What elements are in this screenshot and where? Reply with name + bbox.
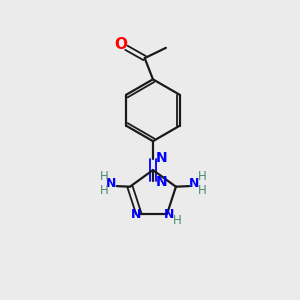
Text: H: H [197,184,206,197]
Text: N: N [156,175,168,189]
Text: H: H [173,214,182,227]
Text: N: N [106,177,117,190]
Text: O: O [115,38,128,52]
Text: N: N [131,208,142,221]
Text: N: N [164,208,175,221]
Text: H: H [197,170,206,184]
Text: H: H [100,184,108,197]
Text: N: N [156,151,168,165]
Text: N: N [189,177,200,190]
Text: H: H [100,170,108,184]
